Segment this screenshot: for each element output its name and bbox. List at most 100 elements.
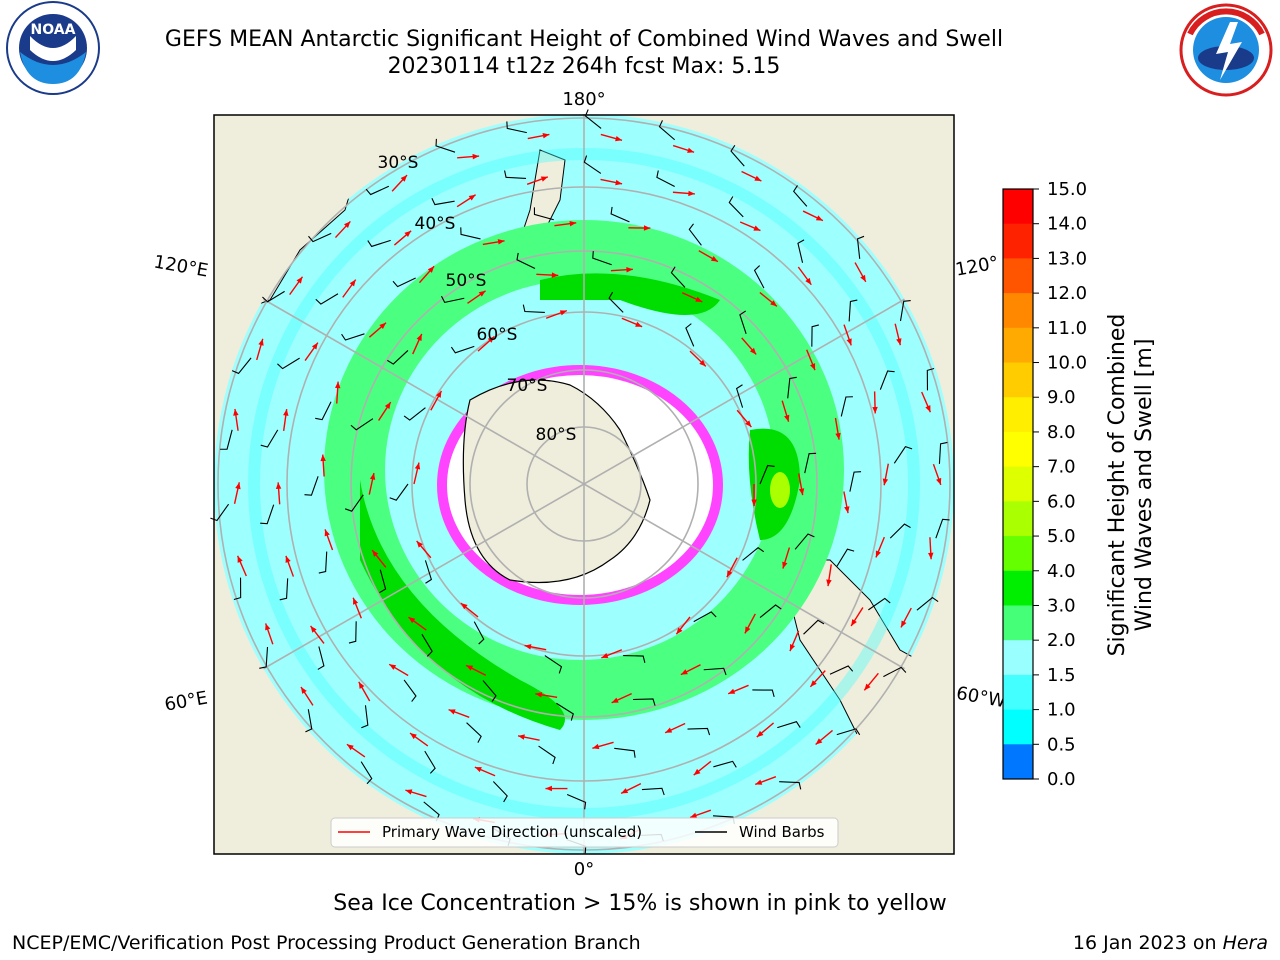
wave-arrow-head [695, 296, 703, 302]
wind-barb [879, 370, 895, 390]
colorbar-ticks: 15.0 14.0 13.0 12.0 11.0 10.0 9.0 8.0 7.0 6.0 5.0 4… [1033, 179, 1087, 790]
wave-arrow-head [344, 221, 351, 228]
wind-barb [868, 597, 891, 611]
wave-band-4m-north [540, 273, 720, 315]
wind-barb [403, 407, 426, 421]
wind-barb [856, 235, 865, 259]
wind-barb [460, 227, 481, 240]
wind-barb [792, 185, 808, 207]
wind-barb [759, 604, 782, 619]
colorbar-segment [1003, 536, 1033, 572]
colorbar-segment [1003, 501, 1033, 537]
wind-barb [421, 633, 433, 657]
wind-barb [899, 299, 911, 322]
wind-barb [431, 198, 455, 206]
wind-barb [260, 504, 275, 525]
wave-arrow-head [782, 561, 788, 569]
wave-arrow-head [358, 681, 365, 689]
legend-barb-label: Wind Barbs [739, 823, 825, 841]
wind-barb [688, 223, 702, 246]
wave-arrow-head [864, 683, 871, 691]
wave-arrow-head [353, 597, 359, 605]
wave-arrow-head [611, 697, 619, 703]
wind-barb [797, 239, 805, 263]
wave-arrow-head [405, 789, 413, 795]
wind-barb [389, 483, 409, 501]
colorbar-segment [1003, 189, 1033, 225]
wind-barb [592, 251, 612, 266]
wind-barb [742, 547, 765, 561]
wave-arrow-head [789, 644, 796, 652]
wind-barb [450, 345, 475, 354]
vector-field [210, 109, 950, 854]
wind-barb [811, 324, 819, 347]
wind-barb [670, 266, 686, 288]
wave-arrow-head [744, 626, 751, 634]
lat-label-70s: 70°S [507, 376, 548, 396]
wave-arrow-head [265, 623, 271, 631]
wave-arrow-head [468, 194, 476, 201]
wind-barb [693, 611, 717, 623]
colorbar-segment [1003, 674, 1033, 711]
map-frame [213, 114, 955, 855]
wind-barb [728, 196, 744, 218]
wind-barb [210, 503, 230, 522]
wave-arrow-head [233, 408, 239, 416]
noaa-logo-text: NOAA [31, 22, 76, 38]
lon-label-60e: 60°E [163, 687, 209, 715]
wind-barb [387, 350, 409, 365]
date-text: 16 Jan 2023 on [1072, 932, 1217, 954]
wind-barb [506, 121, 527, 134]
colorbar-tick-label: 9.0 [1047, 387, 1076, 408]
wind-barb [231, 357, 252, 375]
wave-arrow-head [936, 477, 942, 485]
credit-line: NCEP/EMC/Verification Post Processing Pr… [12, 932, 641, 954]
wave-arrow-head [753, 225, 761, 231]
colorbar-tick-label: 8.0 [1047, 422, 1076, 443]
wave-arrow-head [379, 322, 387, 330]
wind-barb [262, 290, 285, 303]
wave-arrow-head [851, 619, 857, 627]
wind-barb [304, 476, 319, 496]
colorbar-label-line2: Wind Waves and Swell [m] [1132, 339, 1157, 632]
wave-arrow-head [665, 727, 673, 733]
wave-arrow-head [901, 620, 907, 628]
wave-arrow-head [928, 552, 934, 560]
wave-arrow-head [416, 540, 423, 548]
colorbar-tick-label: 13.0 [1047, 248, 1087, 269]
wind-barb [348, 621, 357, 644]
wave-arrow-head [621, 788, 629, 794]
wave-arrow-head [860, 274, 866, 282]
colorbar-tick-label: 15.0 [1047, 179, 1087, 200]
wave-arrow-head [882, 478, 889, 486]
wind-barb [916, 596, 939, 611]
wind-barb [379, 569, 387, 594]
wave-arrow-head [542, 132, 550, 139]
wind-barb [753, 265, 765, 289]
wave-arrow-head [296, 276, 303, 284]
lon-label-120w: 120° [954, 252, 1000, 280]
wind-barb [739, 310, 747, 334]
wave-arrow-head [798, 488, 805, 496]
lon-label-120e: 120°E [152, 251, 210, 281]
wind-barb [583, 155, 602, 174]
wind-barb [804, 452, 817, 474]
wind-barb [836, 728, 861, 736]
wave-arrow-head [728, 688, 736, 694]
wave-arrow-head [275, 482, 282, 489]
wave-arrow-head [784, 414, 790, 422]
wave-arrow-head [404, 230, 412, 238]
wave-arrow-head [615, 179, 623, 186]
wind-barb [392, 277, 416, 288]
wave-arrow-head [749, 347, 757, 355]
wind-barb [522, 304, 545, 313]
wind-barb [424, 750, 436, 774]
wind-barb [367, 239, 391, 248]
wind-barb [492, 781, 508, 803]
wave-arrow-head [815, 738, 823, 745]
wave-arrow-head [755, 779, 763, 785]
legend-wave-label: Primary Wave Direction (unscaled) [382, 823, 642, 841]
wind-barb [610, 206, 630, 223]
wave-arrow-head [448, 709, 456, 715]
wind-barb [730, 144, 745, 167]
